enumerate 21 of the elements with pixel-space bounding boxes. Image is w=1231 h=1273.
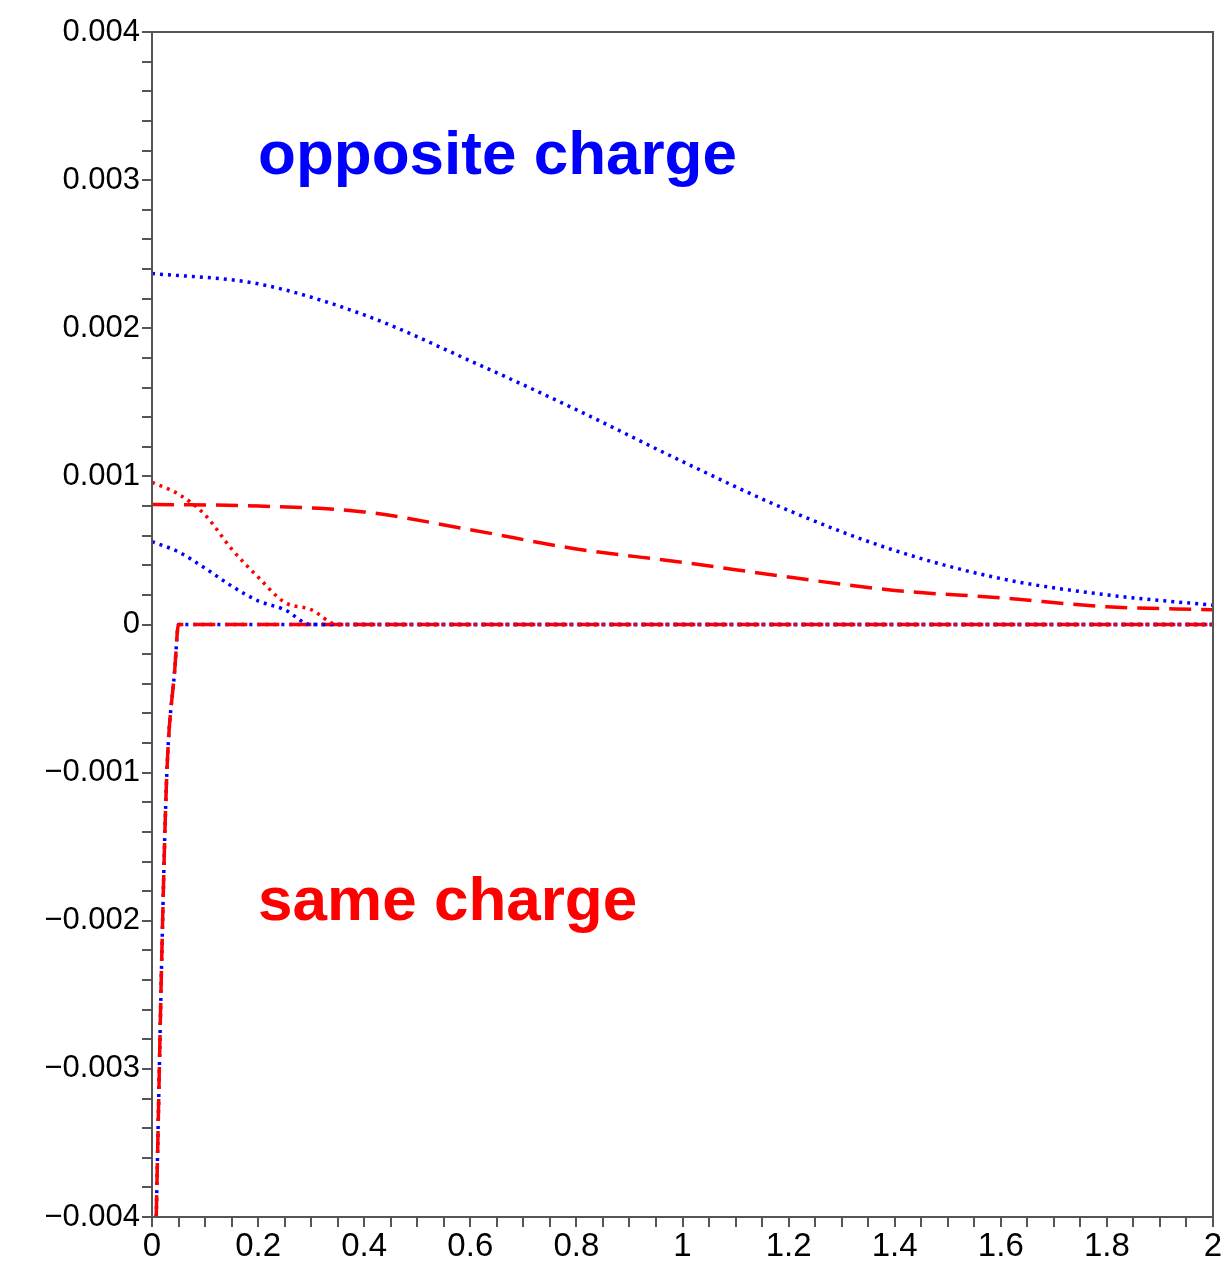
x-tick-label: 2 bbox=[1203, 1225, 1223, 1263]
y-tick-label: 0.004 bbox=[62, 12, 140, 48]
x-tick-label: 1.6 bbox=[977, 1225, 1024, 1263]
x-tick-label: 1.2 bbox=[765, 1225, 812, 1263]
y-tick-label: −0.004 bbox=[44, 1197, 140, 1233]
y-tick-label: 0 bbox=[122, 605, 140, 641]
x-tick-label: 0.6 bbox=[447, 1225, 494, 1263]
x-tick-label: 0.2 bbox=[235, 1225, 282, 1263]
y-tick-label: 0.002 bbox=[62, 308, 140, 344]
annotation: opposite charge bbox=[258, 117, 737, 187]
y-tick-label: −0.002 bbox=[44, 901, 140, 937]
x-tick-label: 1 bbox=[673, 1225, 692, 1263]
x-tick-label: 0.8 bbox=[553, 1225, 600, 1263]
x-tick-label: 1.8 bbox=[1083, 1225, 1130, 1263]
y-tick-label: 0.001 bbox=[62, 456, 140, 492]
annotation: same charge bbox=[258, 864, 638, 934]
x-tick-label: 1.4 bbox=[871, 1225, 918, 1263]
y-tick-label: −0.001 bbox=[44, 753, 140, 789]
x-tick-label: 0.4 bbox=[341, 1225, 388, 1263]
y-tick-label: −0.003 bbox=[44, 1049, 140, 1085]
y-tick-label: 0.003 bbox=[62, 160, 140, 196]
